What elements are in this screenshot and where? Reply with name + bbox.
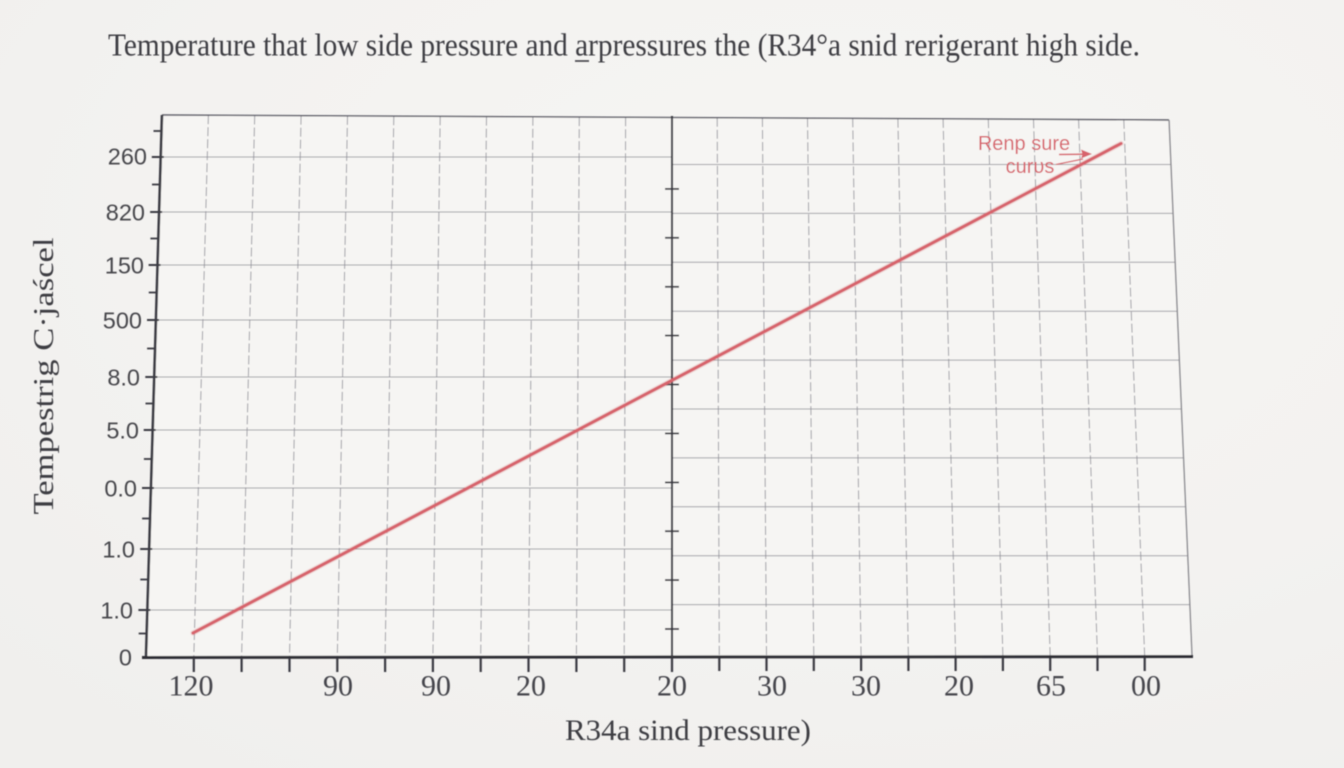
svg-text:Renp sure: Renp sure: [978, 133, 1070, 155]
svg-text:Temperature that low side pres: Temperature that low side pressure and a…: [108, 27, 1140, 63]
svg-text:0: 0: [119, 645, 132, 671]
svg-text:30: 30: [757, 670, 787, 703]
svg-text:00: 00: [1131, 670, 1161, 703]
svg-text:R34a sind pressure): R34a sind pressure): [565, 714, 811, 747]
svg-text:120: 120: [169, 670, 214, 703]
svg-text:820: 820: [106, 200, 145, 226]
svg-text:Tempestrig C·jaścel: Tempestrig C·jaścel: [28, 238, 60, 515]
svg-text:curυs: curυs: [1006, 156, 1055, 178]
svg-text:1.0: 1.0: [100, 598, 133, 624]
svg-text:1.0: 1.0: [102, 537, 135, 563]
svg-text:500: 500: [103, 308, 142, 334]
svg-text:150: 150: [105, 253, 144, 279]
svg-text:8.0: 8.0: [107, 365, 140, 391]
svg-text:20: 20: [944, 670, 974, 703]
svg-text:65: 65: [1036, 670, 1066, 703]
svg-text:90: 90: [323, 670, 353, 703]
svg-text:0.0: 0.0: [104, 476, 137, 502]
svg-text:90: 90: [421, 670, 451, 703]
svg-text:260: 260: [108, 144, 147, 170]
svg-text:20: 20: [516, 670, 546, 703]
svg-text:20: 20: [657, 670, 687, 703]
svg-text:5.0: 5.0: [106, 418, 139, 444]
svg-text:30: 30: [851, 670, 881, 703]
